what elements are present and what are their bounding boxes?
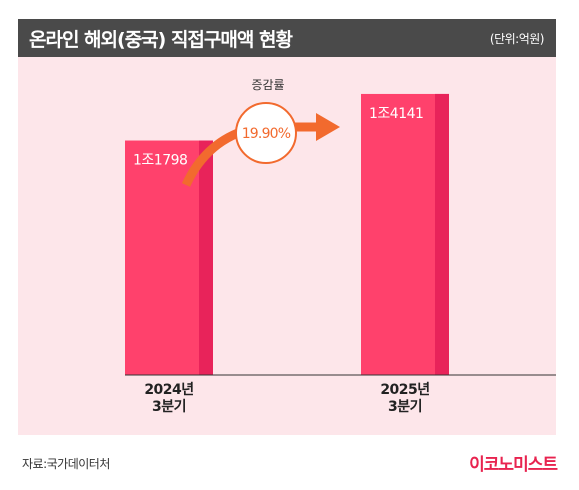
bar-shade [435, 93, 449, 375]
source-note: 자료:국가데이터처 [22, 457, 110, 471]
rate-value: 19.90% [242, 126, 291, 142]
x-tick-label: 3분기 [388, 399, 422, 415]
bar [361, 93, 449, 375]
bar [125, 140, 213, 375]
chart-title: 온라인 해외(중국) 직접구매액 현황 [29, 29, 293, 51]
growth-arrow-head [316, 113, 340, 141]
chart-header: 온라인 해외(중국) 직접구매액 현황 (단위:억원) [18, 19, 556, 57]
rate-badge [235, 102, 297, 164]
brand-logo: 이코노미스트 [469, 455, 558, 475]
unit-label: (단위:억원) [489, 32, 545, 46]
bar-shade [199, 140, 213, 375]
data-label: 1조1798 [133, 153, 187, 169]
x-tick-label: 2025년 [380, 382, 429, 398]
x-tick-label: 3분기 [152, 399, 186, 415]
plot-area: 1조1798 2024년 3분기 1조4141 2025년 3분기 19.90% 증감률 [18, 57, 556, 435]
data-label: 1조4141 [369, 106, 423, 122]
x-tick-label: 2024년 [144, 382, 193, 398]
rate-label: 증감률 [251, 78, 284, 92]
